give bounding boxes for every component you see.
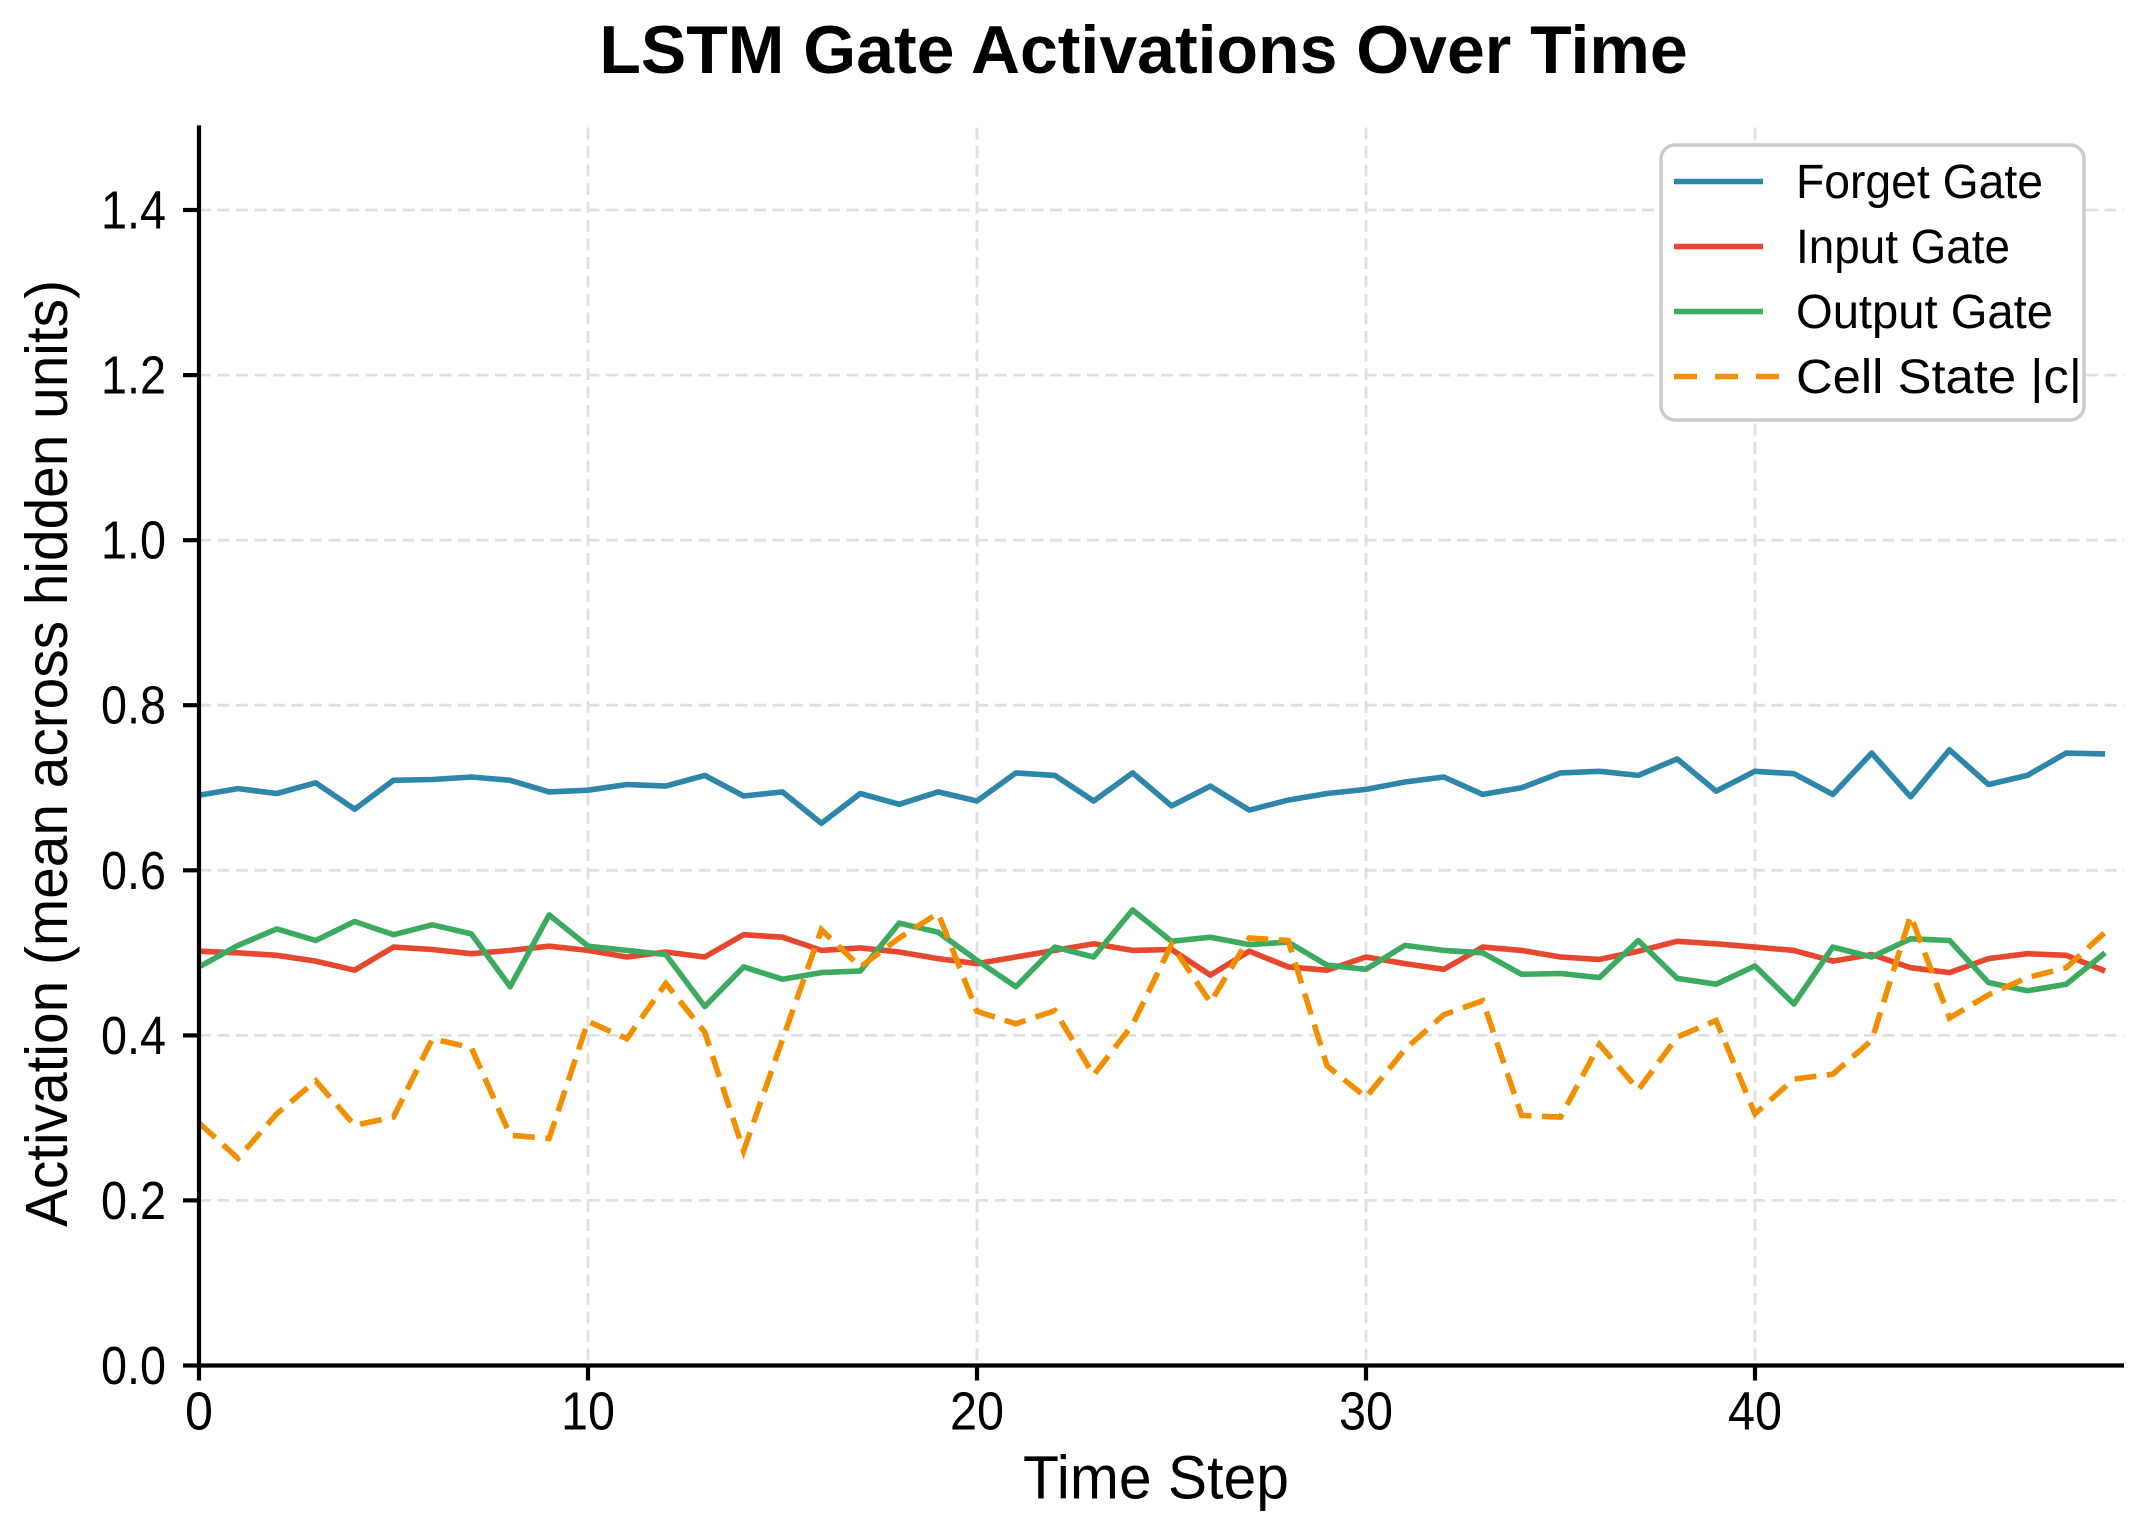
svg-text:Forget Gate: Forget Gate [1796,156,2043,209]
svg-text:0: 0 [185,1382,213,1442]
svg-text:Input Gate: Input Gate [1796,221,2010,274]
svg-text:0.6: 0.6 [101,841,166,901]
svg-text:1.2: 1.2 [101,346,166,406]
svg-text:0.2: 0.2 [101,1171,166,1231]
svg-text:1.4: 1.4 [101,181,166,241]
svg-text:30: 30 [1339,1382,1393,1442]
svg-text:Output Gate: Output Gate [1796,286,2053,339]
svg-text:0.0: 0.0 [101,1336,166,1396]
svg-text:Time Step: Time Step [1023,1444,1289,1512]
svg-text:Activation (mean across hidden: Activation (mean across hidden units) [14,280,80,1227]
svg-text:0.8: 0.8 [101,676,166,736]
svg-text:20: 20 [950,1382,1004,1442]
svg-text:40: 40 [1728,1382,1782,1442]
svg-text:0.4: 0.4 [101,1006,166,1066]
svg-text:LSTM Gate Activations Over Tim: LSTM Gate Activations Over Time [599,12,1687,88]
svg-text:1.0: 1.0 [101,511,166,571]
svg-text:Cell State |c|: Cell State |c| [1796,351,2082,404]
svg-text:10: 10 [561,1382,615,1442]
